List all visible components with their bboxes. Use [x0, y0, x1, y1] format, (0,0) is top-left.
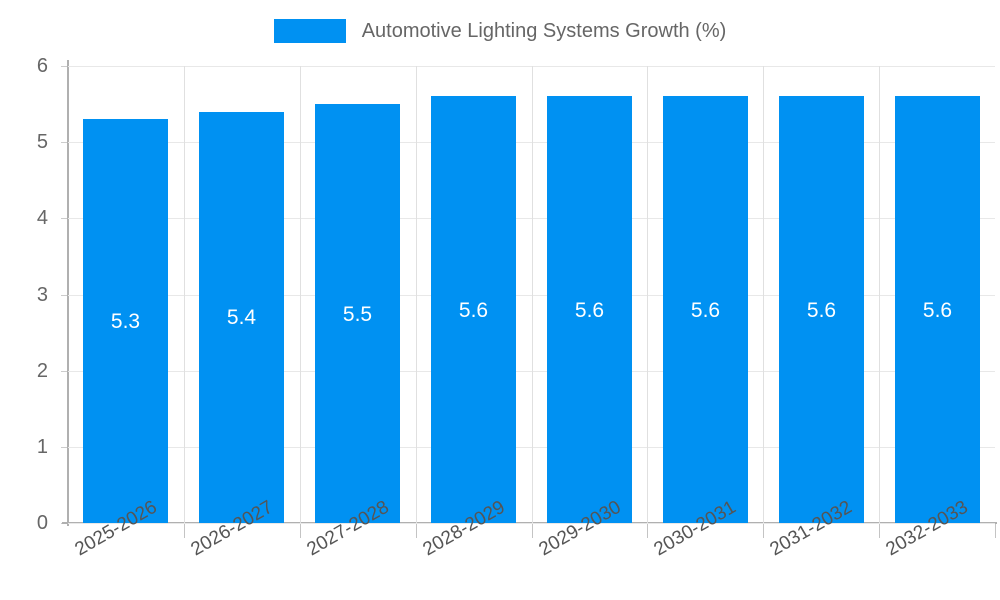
gridline-horizontal: [68, 66, 995, 67]
gridline-vertical: [300, 66, 301, 523]
bar[interactable]: 5.6: [547, 96, 632, 523]
y-axis-line: [67, 60, 69, 526]
legend-swatch-automotive-lighting-systems-growth[interactable]: [273, 19, 346, 43]
gridline-vertical: [763, 66, 764, 523]
y-axis-tick-label: 6: [36, 55, 48, 77]
y-axis-tick-mark: [61, 294, 68, 296]
bar[interactable]: 5.6: [431, 96, 516, 523]
x-axis-tick-mark: [995, 524, 996, 538]
y-axis-tick-label: 1: [36, 435, 48, 458]
x-axis-tick-mark: [416, 524, 417, 538]
y-axis-tick-mark: [61, 370, 68, 372]
bar-value-label: 5.6: [690, 298, 721, 322]
gridline-horizontal: [68, 446, 995, 448]
bar[interactable]: 5.6: [779, 96, 864, 523]
bar[interactable]: 5.3: [83, 119, 168, 523]
gridline-horizontal: [68, 218, 995, 220]
y-axis-tick-mark: [61, 66, 68, 67]
y-axis-tick-mark: [61, 142, 68, 144]
x-axis-tick-mark: [763, 524, 764, 538]
bar[interactable]: 5.5: [315, 104, 400, 523]
gridline-horizontal: [68, 370, 995, 372]
gridline-vertical: [647, 66, 648, 523]
gridline-vertical: [879, 66, 880, 523]
y-axis-tick-label: 4: [36, 207, 48, 230]
y-axis-tick-mark: [61, 218, 68, 220]
x-axis-tick-mark: [879, 524, 880, 538]
bar-value-label: 5.5: [342, 302, 373, 326]
legend-label-automotive-lighting-systems-growth: Automotive Lighting Systems Growth (%): [361, 20, 727, 42]
plot-area: 5.3 5.4 5.5 5.6 5.6 5.6 5.6 5.6: [68, 66, 995, 524]
x-axis-tick-mark: [184, 524, 185, 538]
y-axis-tick-label: 5: [36, 131, 48, 154]
bar[interactable]: 5.6: [895, 96, 980, 523]
bar-value-label: 5.6: [922, 298, 953, 322]
gridline-vertical: [416, 66, 417, 523]
bar-value-label: 5.6: [806, 298, 837, 322]
gridline-horizontal: [68, 294, 995, 296]
gridline-horizontal: [68, 142, 995, 144]
bar-value-label: 5.3: [110, 310, 141, 334]
bar-value-label: 5.6: [458, 298, 489, 322]
x-axis-tick-mark: [532, 524, 533, 538]
x-axis-tick-mark: [300, 524, 301, 538]
y-axis-tick-label: 0: [36, 512, 48, 534]
bar-value-label: 5.6: [574, 298, 605, 322]
bar[interactable]: 5.4: [199, 111, 284, 523]
y-axis-tick-labels: 0 1 2 3 4 5 6: [0, 0, 68, 600]
gridline-vertical: [184, 66, 185, 523]
gridline-horizontal: [68, 523, 995, 524]
chart-legend: Automotive Lighting Systems Growth (%): [0, 14, 1000, 48]
y-axis-tick-label: 2: [36, 359, 48, 382]
y-axis-tick-label: 3: [36, 283, 48, 306]
bar[interactable]: 5.6: [663, 96, 748, 523]
x-axis-tick-mark: [647, 524, 648, 538]
y-axis-tick-mark: [61, 446, 68, 448]
bar-value-label: 5.4: [226, 306, 257, 330]
gridline-vertical: [532, 66, 533, 523]
